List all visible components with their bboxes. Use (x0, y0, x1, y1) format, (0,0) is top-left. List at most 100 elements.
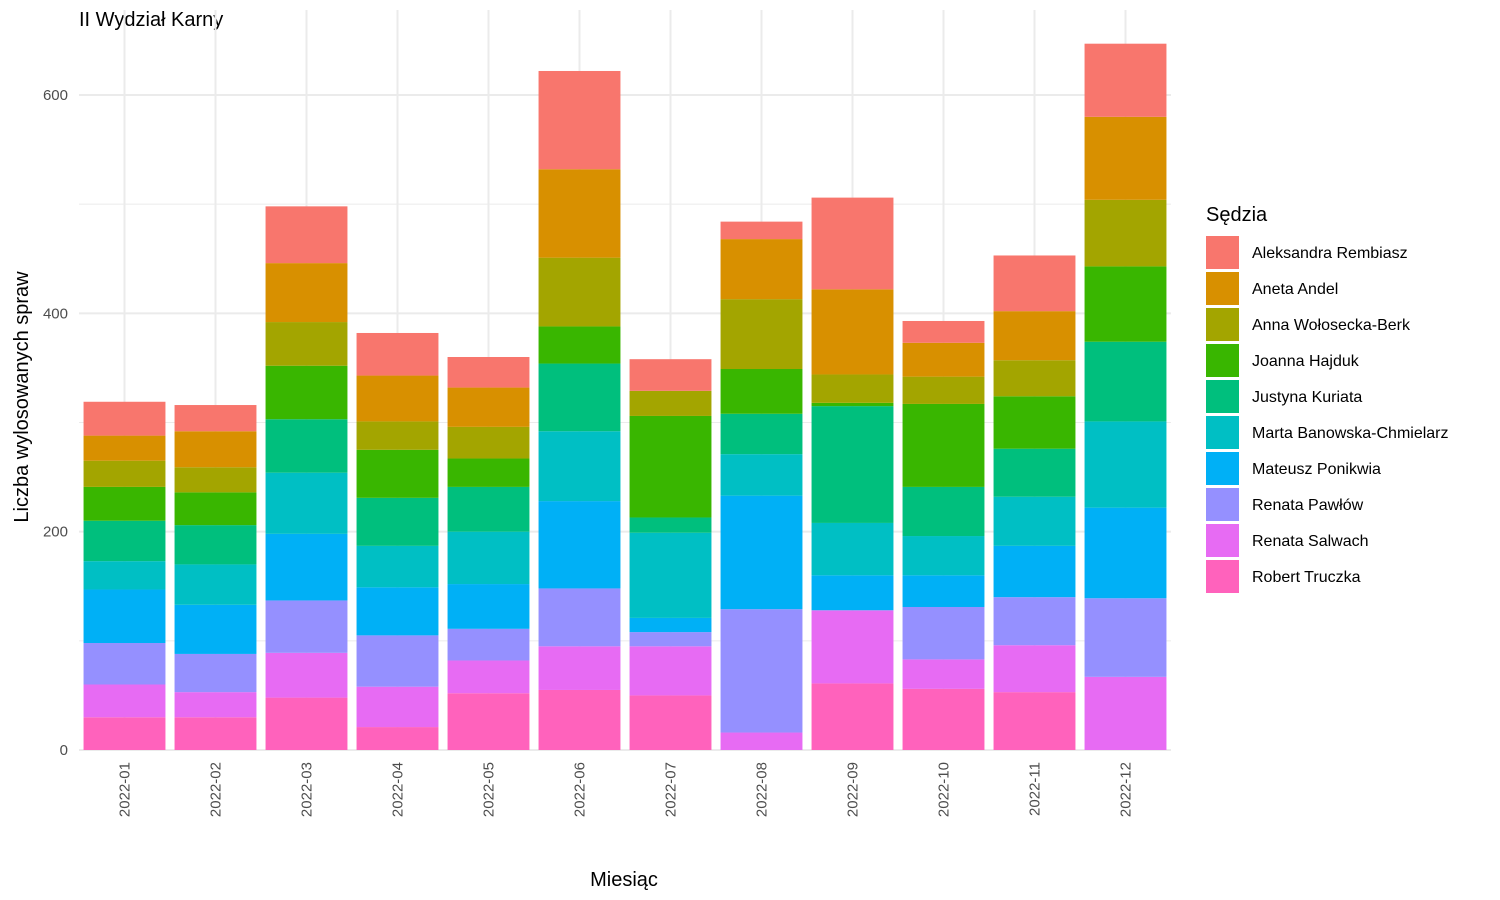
bar-segment (1084, 341, 1167, 422)
bar-segment (174, 604, 257, 654)
legend-key (1206, 416, 1239, 449)
chart-title: II Wydział Karny (79, 9, 223, 31)
bar-segment (174, 525, 257, 565)
bar-segment (993, 692, 1076, 750)
y-axis-title: Liczba wylosowanych spraw (11, 271, 33, 523)
legend-key (1206, 524, 1239, 557)
x-tick-label: 2022-07 (663, 762, 680, 817)
bar-segment (538, 326, 621, 364)
legend-items: Aleksandra Rembiasz Aneta Andel Anna Wołos… (1206, 236, 1449, 593)
x-tick-label: 2022-02 (208, 762, 225, 817)
bar-segment (538, 363, 621, 432)
bar-segment (629, 517, 712, 533)
bar-segment (811, 289, 894, 375)
bar-segment (538, 646, 621, 690)
legend-label: Joanna Hajduk (1252, 353, 1360, 370)
bar-segment (629, 359, 712, 391)
legend-label: Renata Pawłów (1252, 497, 1364, 514)
bar-segment (174, 717, 257, 750)
bar-segment (629, 415, 712, 518)
bar-segment (83, 435, 166, 461)
x-axis-ticks: 2022-01 2022-02 2022-03 2022-04 2022-05 2022-… (117, 762, 1135, 817)
bar-segment (447, 387, 530, 427)
legend-label: Mateusz Ponikwia (1252, 461, 1381, 478)
x-tick-label: 2022-03 (299, 762, 316, 817)
bar-segment (811, 610, 894, 684)
bar-segment (356, 375, 439, 422)
legend-key (1206, 488, 1239, 521)
x-tick-label: 2022-05 (481, 762, 498, 817)
bar-segment (1084, 266, 1167, 342)
bar-segment (1084, 676, 1167, 750)
bar-segment (811, 402, 894, 407)
bar-segment (356, 635, 439, 687)
bar-segment (629, 617, 712, 633)
legend-key (1206, 560, 1239, 593)
bar-segment (993, 645, 1076, 693)
bar-segment (538, 169, 621, 258)
bar-segment (720, 239, 803, 300)
bar-segment (265, 652, 348, 698)
bar-segment (265, 697, 348, 750)
bar-segment (356, 332, 439, 376)
bar-segment (174, 564, 257, 605)
bar-segment (1084, 199, 1167, 267)
bar-segment (902, 320, 985, 343)
bar-segment (83, 684, 166, 718)
bar-segment (83, 486, 166, 521)
bar-segment (265, 206, 348, 264)
legend-label: Robert Truczka (1252, 569, 1361, 586)
bar-segment (265, 419, 348, 473)
bar-segment (902, 688, 985, 750)
bar-segment (265, 365, 348, 420)
bar-segment (629, 695, 712, 750)
legend-label: Anna Wołosecka-Berk (1252, 317, 1411, 334)
bar-segment (902, 575, 985, 607)
legend-title: Sędzia (1206, 204, 1268, 226)
legend-label: Aneta Andel (1252, 281, 1338, 298)
bar-segment (720, 495, 803, 610)
x-tick-label: 2022-09 (845, 762, 862, 817)
bar-segment (538, 689, 621, 750)
bar-segment (356, 421, 439, 450)
bar-segment (83, 520, 166, 562)
bar-segment (447, 458, 530, 487)
bar-segment (265, 533, 348, 601)
bar-segment (720, 221, 803, 240)
bar-segment (902, 403, 985, 487)
legend-label: Marta Banowska-Chmielarz (1252, 425, 1449, 442)
legend-label: Aleksandra Rembiasz (1252, 245, 1408, 262)
bar-segment (811, 197, 894, 290)
bar-segment (902, 659, 985, 689)
bar-segment (811, 575, 894, 611)
bar-segment (447, 693, 530, 750)
bar-segment (356, 686, 439, 728)
bar-segment (902, 536, 985, 576)
bar-segment (811, 406, 894, 523)
x-tick-label: 2022-11 (1027, 762, 1044, 816)
bar-segment (1084, 116, 1167, 200)
bar-segment (174, 692, 257, 718)
bar-segment (720, 369, 803, 414)
bar-segment (174, 467, 257, 493)
x-tick-label: 2022-08 (754, 762, 771, 817)
bar-segment (83, 717, 166, 750)
bar-segment (902, 342, 985, 377)
bar-segment (83, 460, 166, 487)
x-tick-label: 2022-10 (936, 762, 953, 817)
bar-segment (447, 486, 530, 532)
bar-segment (902, 486, 985, 537)
x-axis-title: Miesiąc (590, 869, 658, 891)
bar-segment (1084, 43, 1167, 117)
bar-segment (447, 531, 530, 585)
bar-segment (811, 522, 894, 576)
x-tick-label: 2022-04 (390, 762, 407, 817)
bar-segment (1084, 507, 1167, 599)
legend-key (1206, 452, 1239, 485)
bar-segment (174, 492, 257, 526)
legend-label: Renata Salwach (1252, 533, 1369, 550)
bars (83, 43, 1167, 750)
bar-segment (174, 653, 257, 693)
bar-segment (1084, 598, 1167, 677)
x-tick-label: 2022-06 (572, 762, 589, 817)
